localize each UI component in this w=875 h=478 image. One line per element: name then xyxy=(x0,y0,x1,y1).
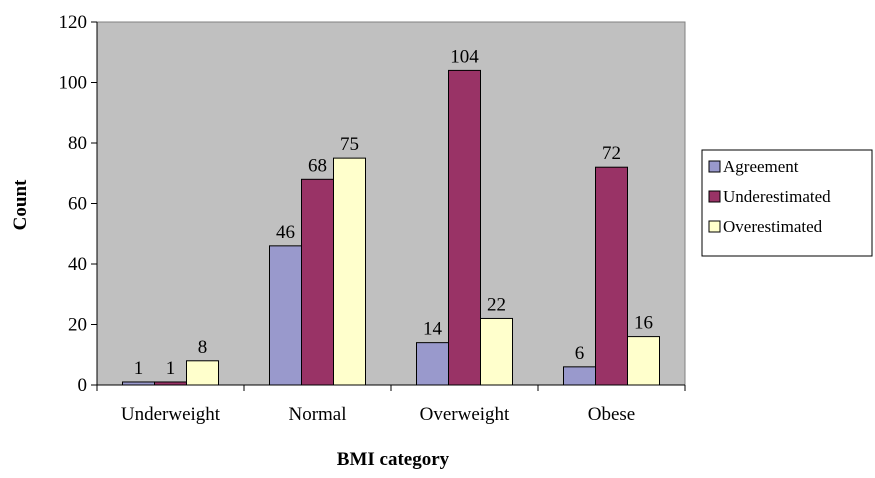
bar-underestimated xyxy=(301,178,334,386)
x-tick-label: Obese xyxy=(588,404,635,425)
y-tick-label: 80 xyxy=(68,133,87,154)
data-labels: 1 1 8 46 68 75 14 104 22 6 72 16 xyxy=(134,46,653,379)
legend-box xyxy=(701,149,873,257)
data-label: 14 xyxy=(423,319,443,340)
data-label: 1 xyxy=(134,358,144,379)
data-label: 75 xyxy=(340,134,359,155)
bar-underestimated xyxy=(595,166,628,386)
bars-layer xyxy=(122,69,660,386)
y-tick-label: 20 xyxy=(68,315,87,336)
x-tick-label: Normal xyxy=(288,404,346,425)
y-tick-label: 60 xyxy=(68,194,87,215)
legend-label: Overestimated xyxy=(723,217,823,236)
legend-swatch xyxy=(708,220,721,233)
data-label: 104 xyxy=(450,46,479,67)
data-label: 16 xyxy=(634,313,653,334)
bar-overestimated xyxy=(333,157,366,386)
y-tick-label: 120 xyxy=(59,12,88,33)
plot-area xyxy=(96,21,686,386)
legend-label: Underestimated xyxy=(723,187,831,206)
y-tick-label: 40 xyxy=(68,254,87,275)
x-tick-label: Underweight xyxy=(121,404,221,425)
x-axis: Underweight Normal Overweight Obese xyxy=(96,384,686,425)
bar-agreement xyxy=(563,366,596,386)
bar-overestimated xyxy=(186,360,219,386)
legend-label: Agreement xyxy=(723,157,799,176)
legend: Agreement Underestimated Overestimated xyxy=(701,149,873,257)
legend-swatch xyxy=(708,160,721,173)
data-label: 8 xyxy=(198,337,208,358)
y-tick-label: 100 xyxy=(59,73,88,94)
bar-underestimated xyxy=(448,69,481,386)
data-label: 46 xyxy=(276,222,295,243)
y-tick-label: 0 xyxy=(78,375,88,396)
y-axis-title: Count xyxy=(10,179,31,230)
legend-swatch xyxy=(708,190,721,203)
bar-overestimated xyxy=(480,317,513,386)
bar-overestimated xyxy=(627,336,660,386)
bar-agreement xyxy=(269,245,302,386)
x-tick-label: Overweight xyxy=(420,404,510,425)
data-label: 72 xyxy=(602,143,621,164)
data-label: 68 xyxy=(308,155,327,176)
data-label: 1 xyxy=(166,358,176,379)
y-axis: 0 20 40 60 80 100 120 xyxy=(59,12,98,396)
x-axis-title: BMI category xyxy=(337,449,450,470)
data-label: 22 xyxy=(487,294,506,315)
data-label: 6 xyxy=(575,343,585,364)
bar-agreement xyxy=(416,342,449,386)
